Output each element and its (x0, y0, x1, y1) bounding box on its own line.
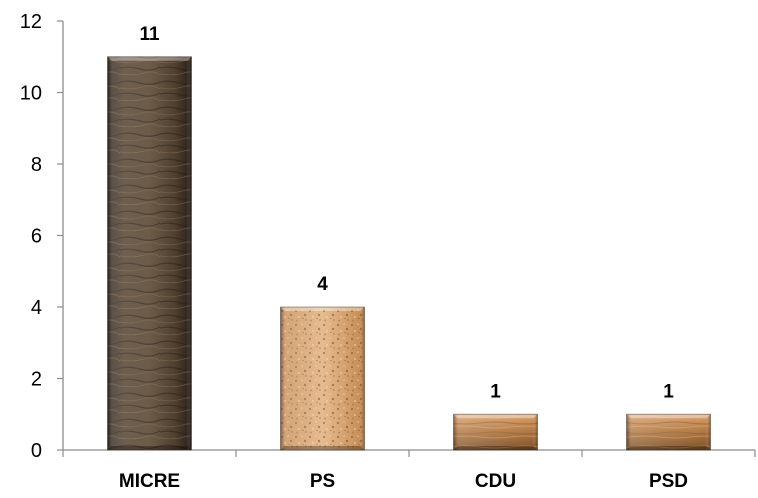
bar-outline (453, 413, 538, 451)
x-category-label: CDU (475, 471, 516, 492)
y-tick-label: 0 (31, 440, 42, 462)
bar-outline (107, 56, 192, 451)
bar-bevel (280, 307, 365, 450)
bar-bottom-bevel (280, 446, 365, 450)
data-label: 4 (317, 274, 328, 295)
bar-outline (280, 306, 365, 451)
y-tick-label: 6 (31, 226, 42, 248)
bar-bottom-bevel (626, 446, 711, 450)
bar-bevel (626, 414, 711, 450)
bar-bottom-bevel (107, 446, 192, 450)
y-tick-label: 4 (31, 297, 42, 319)
bars (107, 56, 711, 451)
bar-top-bevel (107, 56, 192, 61)
data-label: 1 (663, 381, 674, 402)
y-tick-label: 2 (31, 369, 42, 391)
bar-micre (107, 56, 192, 451)
x-category-label: PSD (649, 471, 688, 492)
bar-outline (626, 413, 711, 451)
bar-bevel (453, 414, 538, 450)
y-tick-label: 10 (20, 83, 42, 105)
bar-psd (626, 413, 711, 451)
bar-bottom-bevel (453, 446, 538, 450)
bar-bevel (107, 56, 192, 450)
data-label: 1 (490, 381, 501, 402)
labels: 11 MICRE 4 PS 1 CDU 1 PSD (119, 24, 688, 492)
data-label: 11 (139, 24, 160, 45)
bar-ps (280, 306, 365, 451)
bar-top-bevel (453, 414, 538, 419)
bar-top-bevel (280, 307, 365, 311)
bar-cdu (453, 413, 538, 451)
bar-top-bevel (626, 414, 711, 419)
y-tick-label: 8 (31, 154, 42, 176)
x-category-label: MICRE (119, 471, 180, 492)
y-tick-label: 12 (20, 11, 42, 33)
x-category-label: PS (310, 471, 335, 492)
